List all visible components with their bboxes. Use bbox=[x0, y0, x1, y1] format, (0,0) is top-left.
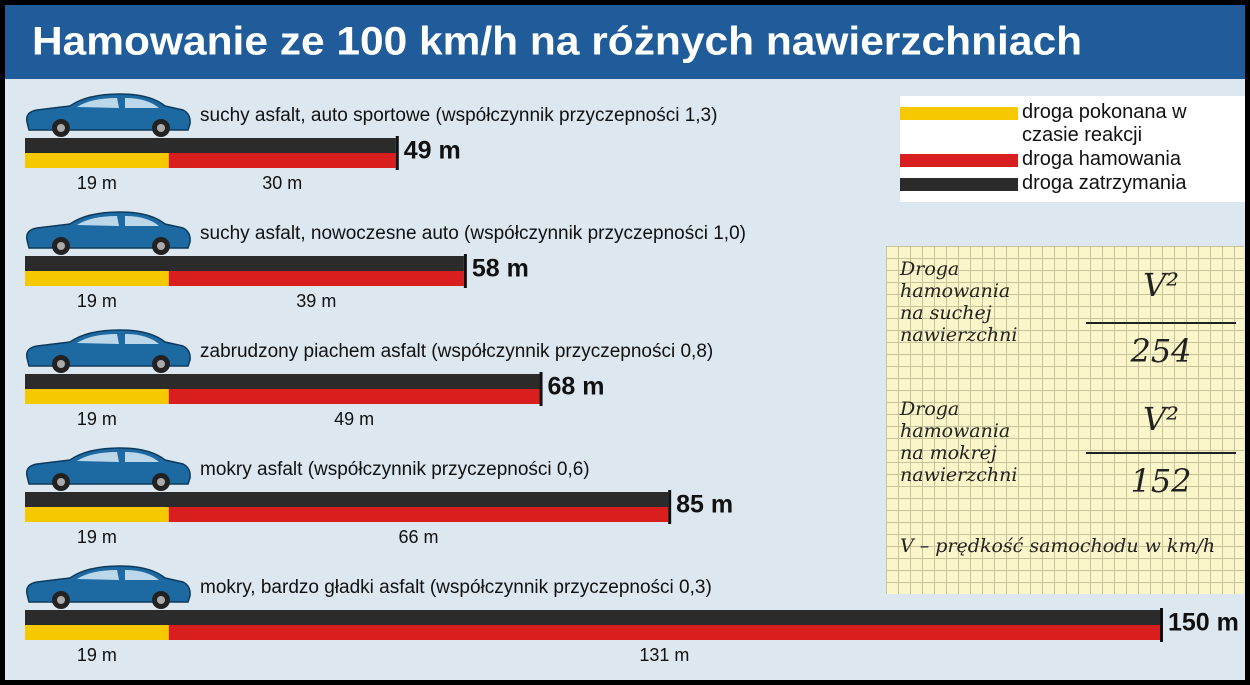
legend-label: droga hamowania bbox=[1022, 148, 1181, 171]
bar-braking bbox=[169, 389, 540, 404]
total-label: 68 m bbox=[548, 373, 605, 401]
bar-braking bbox=[169, 625, 1160, 640]
reaction-label: 19 m bbox=[77, 409, 117, 429]
bar-total bbox=[25, 374, 540, 389]
note-label: Droga hamowania na suchej nawierzchni bbox=[900, 258, 1018, 346]
car-hub bbox=[157, 242, 165, 250]
reaction-label: 19 m bbox=[77, 645, 117, 665]
legend-label: droga zatrzymania bbox=[1022, 172, 1187, 195]
page: Hamowanie ze 100 km/h na różnych nawierz… bbox=[0, 0, 1250, 685]
car-hub bbox=[157, 596, 165, 604]
note-denominator: 254 bbox=[1086, 332, 1236, 370]
bar-reaction bbox=[25, 625, 169, 640]
bar-end-tick bbox=[668, 490, 671, 524]
total-label: 150 m bbox=[1168, 609, 1239, 637]
bar-total bbox=[25, 256, 464, 271]
car-hub bbox=[57, 596, 65, 604]
legend-swatch bbox=[900, 178, 1018, 191]
chart-title: Hamowanie ze 100 km/h na różnych nawierz… bbox=[32, 20, 1082, 64]
bar-end-tick bbox=[1160, 608, 1163, 642]
bar-end-tick bbox=[464, 254, 467, 288]
braking-label: 66 m bbox=[398, 527, 438, 547]
car-hub bbox=[57, 242, 65, 250]
bar-end-tick bbox=[396, 136, 399, 170]
category-label: zabrudzony piachem asfalt (współczynnik … bbox=[200, 341, 713, 362]
bar-reaction bbox=[25, 153, 169, 168]
legend-item: droga pokonana w czasie reakcji bbox=[900, 101, 1245, 147]
legend-swatch bbox=[900, 154, 1018, 167]
note-rule bbox=[1086, 322, 1236, 324]
reaction-label: 19 m bbox=[77, 527, 117, 547]
category-label: suchy asfalt, nowoczesne auto (współczyn… bbox=[200, 223, 746, 244]
note-numerator: V² bbox=[1086, 400, 1236, 438]
car-hub bbox=[57, 124, 65, 132]
legend-item: droga hamowania bbox=[900, 148, 1245, 171]
legend-swatch bbox=[900, 107, 1018, 120]
category-label: mokry, bardzo gładki asfalt (współczynni… bbox=[200, 577, 712, 598]
note-denominator: 152 bbox=[1086, 462, 1236, 500]
bar-reaction bbox=[25, 507, 169, 522]
bar-total bbox=[25, 610, 1160, 625]
category-label: suchy asfalt, auto sportowe (współczynni… bbox=[200, 105, 717, 126]
bar-end-tick bbox=[540, 372, 543, 406]
car-hub bbox=[57, 478, 65, 486]
braking-label: 30 m bbox=[262, 173, 302, 193]
braking-label: 39 m bbox=[296, 291, 336, 311]
braking-label: 131 m bbox=[639, 645, 689, 665]
reaction-label: 19 m bbox=[77, 291, 117, 311]
category-label: mokry asfalt (współczynnik przyczepności… bbox=[200, 459, 590, 480]
bar-braking bbox=[169, 271, 464, 286]
note-footnote: V – prędkość samochodu w km/h bbox=[900, 534, 1230, 558]
formula-note: Droga hamowania na suchej nawierzchni V²… bbox=[886, 246, 1244, 594]
bar-reaction bbox=[25, 271, 169, 286]
legend-label: droga pokonana w czasie reakcji bbox=[1022, 101, 1192, 147]
total-label: 49 m bbox=[404, 137, 461, 165]
car-hub bbox=[157, 360, 165, 368]
note-rule bbox=[1086, 452, 1236, 454]
car-hub bbox=[157, 124, 165, 132]
bar-braking bbox=[169, 153, 396, 168]
note-numerator: V² bbox=[1086, 266, 1236, 304]
bar-reaction bbox=[25, 389, 169, 404]
total-label: 85 m bbox=[676, 491, 733, 519]
bar-total bbox=[25, 138, 396, 153]
braking-label: 49 m bbox=[334, 409, 374, 429]
car-hub bbox=[157, 478, 165, 486]
total-label: 58 m bbox=[472, 255, 529, 283]
reaction-label: 19 m bbox=[77, 173, 117, 193]
bar-braking bbox=[169, 507, 668, 522]
note-label: Droga hamowania na mokrej nawierzchni bbox=[900, 398, 1018, 486]
legend-item: droga zatrzymania bbox=[900, 172, 1245, 195]
bar-total bbox=[25, 492, 668, 507]
car-hub bbox=[57, 360, 65, 368]
